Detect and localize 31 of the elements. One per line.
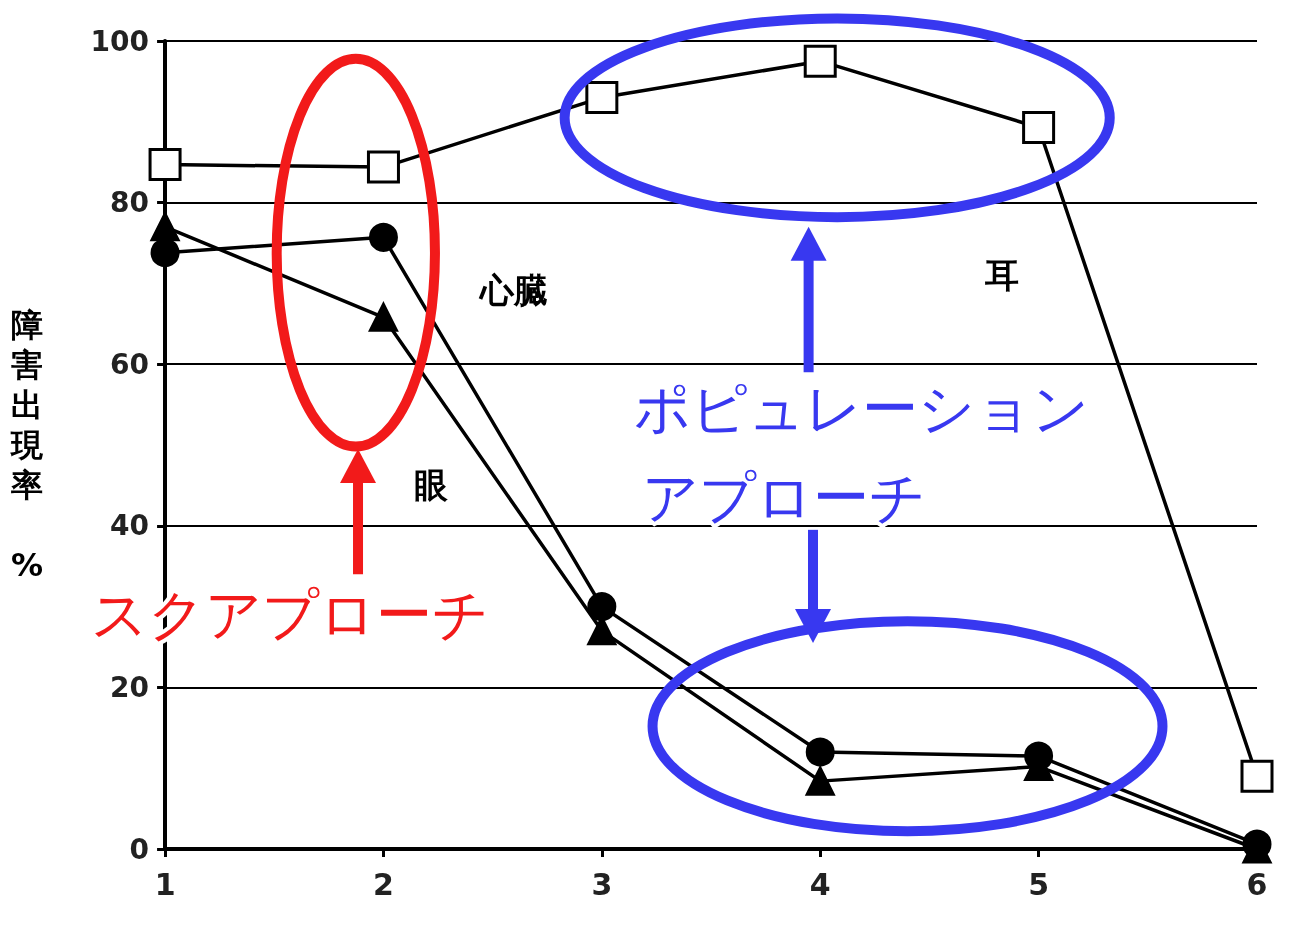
series-label: 耳 bbox=[984, 255, 1020, 296]
point bbox=[148, 148, 182, 182]
x-tick-label: 1 bbox=[154, 866, 176, 902]
annotation: ポピュレーション bbox=[633, 375, 1089, 441]
x-tick-label: 6 bbox=[1246, 866, 1268, 902]
point bbox=[368, 222, 398, 252]
x-tick-label: 4 bbox=[809, 866, 831, 902]
x-tick-label: 3 bbox=[591, 866, 613, 902]
x-tick-label: 5 bbox=[1028, 866, 1050, 902]
point bbox=[803, 44, 837, 78]
point bbox=[368, 302, 398, 332]
y-tick-label: 100 bbox=[90, 24, 150, 58]
y-tick-label: 40 bbox=[110, 509, 150, 543]
series-label: 眼 bbox=[413, 464, 448, 505]
series-label: 心臓 bbox=[478, 269, 549, 310]
annotation: アプローチ bbox=[642, 464, 927, 530]
y-tick-label: 0 bbox=[129, 832, 150, 866]
point bbox=[587, 592, 617, 622]
point bbox=[585, 81, 619, 115]
point bbox=[1022, 110, 1056, 144]
point bbox=[150, 212, 180, 242]
y-tick-label: 20 bbox=[110, 670, 150, 704]
point bbox=[805, 737, 835, 767]
point bbox=[805, 766, 835, 796]
point bbox=[366, 150, 400, 184]
point bbox=[150, 238, 180, 268]
point bbox=[1240, 759, 1274, 793]
x-tick-label: 2 bbox=[373, 866, 394, 902]
y-tick-label: 60 bbox=[110, 347, 150, 381]
text: 障害出現率 % bbox=[11, 306, 44, 584]
y-tick-label: 80 bbox=[110, 186, 150, 220]
